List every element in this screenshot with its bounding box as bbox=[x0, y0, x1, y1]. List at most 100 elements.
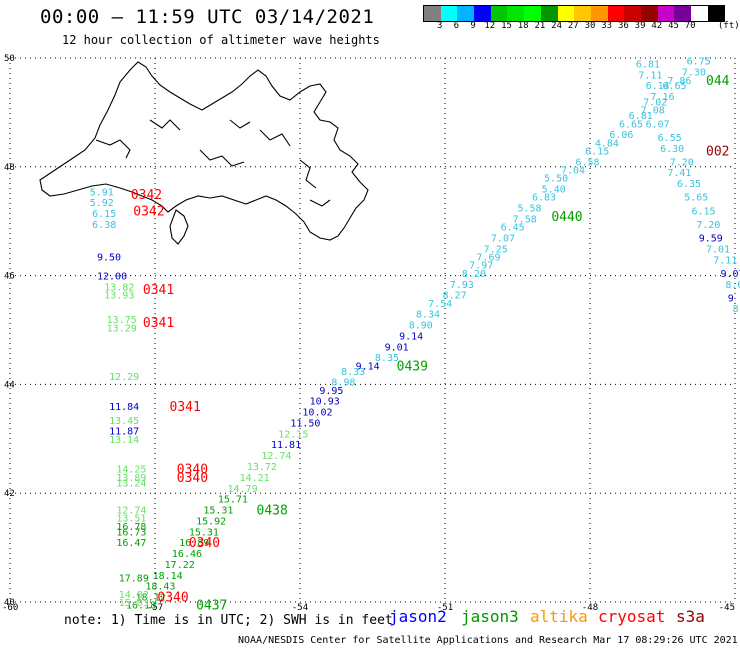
color-legend-labels: 3 6 9 12 15 18 21 24 27 30 33 36 39 42 45 70 bbox=[423, 21, 740, 33]
pass-time-label: 0340 bbox=[177, 463, 208, 478]
lon-tick-label: -45 bbox=[719, 603, 735, 613]
wave-height-value: 7.08 bbox=[641, 106, 665, 117]
wave-height-value: 8.27 bbox=[443, 291, 467, 302]
wave-height-value: 5.65 bbox=[684, 193, 708, 204]
lon-tick-label: -54 bbox=[292, 603, 308, 613]
wave-height-value: 9.14 bbox=[356, 361, 380, 372]
wave-height-value: 7.25 bbox=[484, 244, 508, 255]
legend-label: 45 bbox=[668, 21, 679, 31]
lat-tick-label: 50 bbox=[4, 54, 15, 64]
wave-height-value: 11.84 bbox=[109, 402, 139, 413]
pass-time-label: 0439 bbox=[397, 359, 428, 374]
wave-height-value: 4.84 bbox=[595, 138, 619, 149]
wave-height-value: 10.02 bbox=[302, 408, 332, 419]
wave-height-value: 7.58 bbox=[513, 214, 537, 225]
wave-height-value: 13.89 bbox=[116, 473, 146, 484]
legend-label: 3 bbox=[436, 21, 443, 31]
lat-tick-label: 40 bbox=[4, 598, 15, 608]
pass-time-label: 0437 bbox=[196, 599, 227, 614]
wave-height-value: 14.79 bbox=[228, 484, 258, 495]
wave-height-value: 13.24 bbox=[116, 478, 146, 489]
legend-label: 12 bbox=[484, 21, 496, 31]
lat-tick-label: 42 bbox=[4, 489, 15, 499]
wave-height-value: 11.50 bbox=[290, 418, 320, 429]
wave-height-value: 15.31 bbox=[203, 506, 233, 517]
legend-swatch bbox=[474, 6, 491, 21]
wave-height-value: 7.93 bbox=[450, 280, 474, 291]
wave-height-value: 6.07 bbox=[646, 119, 670, 130]
pass-time-label: 0340 bbox=[189, 536, 220, 551]
legend-swatch bbox=[707, 6, 725, 21]
lat-tick-label: 46 bbox=[4, 272, 15, 282]
wave-height-value: 5.40 bbox=[542, 185, 566, 196]
wave-height-value: 9.07 bbox=[721, 269, 740, 280]
map-subtitle: 12 hour collection of altimeter wave hei… bbox=[62, 33, 380, 47]
legend-altika: altika bbox=[530, 607, 588, 626]
wave-height-value: 5.91 bbox=[90, 187, 114, 198]
legend-swatch bbox=[691, 6, 708, 21]
wave-height-observations: 6.81 6.757.11 7.307.866.146.657.167.027.08… bbox=[90, 57, 740, 612]
pass-time-label: 0438 bbox=[257, 504, 288, 519]
legend-swatch bbox=[457, 6, 475, 21]
wave-height-value: 6.30 bbox=[660, 144, 684, 155]
wave-height-value: 7.54 bbox=[428, 299, 452, 310]
wave-height-value: 8.20 bbox=[462, 269, 486, 280]
legend-swatch bbox=[657, 6, 675, 21]
legend-jason2: jason2 bbox=[389, 607, 447, 626]
wave-height-value: 6.15 bbox=[692, 206, 716, 217]
legend-swatch bbox=[524, 6, 541, 21]
legend-s3a: s3a bbox=[676, 607, 705, 626]
pass-time-label: 0440 bbox=[551, 210, 582, 225]
pass-time-label: 0341 bbox=[143, 316, 174, 331]
legend-unit: (ft) bbox=[718, 21, 740, 31]
wave-height-value: 18.12 bbox=[136, 593, 166, 604]
legend-label: 15 bbox=[501, 21, 512, 31]
legend-label: 21 bbox=[534, 21, 546, 31]
wave-height-value: 7.69 bbox=[476, 253, 500, 264]
wave-height-value: 14.21 bbox=[240, 473, 270, 484]
wave-height-value: 6.81 bbox=[629, 111, 653, 122]
wave-height-value: 6.38 bbox=[92, 220, 116, 231]
legend-swatch bbox=[424, 6, 441, 21]
pass-time-label: 0341 bbox=[143, 283, 174, 298]
wave-height-value: 12.74 bbox=[116, 506, 146, 517]
wave-height-value: 13.82 bbox=[104, 282, 134, 293]
wave-height-value: 5.58 bbox=[518, 204, 542, 215]
legend-label: 70 bbox=[684, 21, 696, 31]
wave-height-value: 12.00 bbox=[97, 272, 127, 283]
legend-swatch bbox=[607, 6, 625, 21]
legend-swatch bbox=[624, 6, 641, 21]
wave-height-value: 9.14 bbox=[399, 331, 423, 342]
footer-credit: NOAA/NESDIS Center for Satellite Applica… bbox=[238, 635, 738, 646]
legend-label: 9 bbox=[470, 21, 476, 31]
legend-swatch bbox=[490, 6, 508, 21]
legend-label: 27 bbox=[567, 21, 579, 31]
wave-height-value: 16.78 bbox=[116, 522, 146, 533]
wave-height-value: 13.72 bbox=[247, 462, 277, 473]
lon-tick-label: -57 bbox=[147, 603, 163, 613]
wave-height-value: 15.92 bbox=[196, 516, 226, 527]
wave-height-value: 15.71 bbox=[218, 495, 248, 506]
legend-swatch bbox=[540, 6, 558, 21]
wave-height-value: 7.07 bbox=[491, 234, 515, 245]
wave-height-value: 6.15 bbox=[585, 146, 609, 157]
wave-height-value: 6.65 bbox=[619, 119, 643, 130]
legend-swatch bbox=[440, 6, 458, 21]
legend-label: 6 bbox=[453, 21, 460, 31]
wave-height-value: 9.95 bbox=[319, 386, 343, 397]
wave-height-value: 6.75 bbox=[687, 57, 711, 68]
pass-time-label: 0341 bbox=[170, 400, 201, 415]
legend-swatch bbox=[590, 6, 608, 21]
pass-time-label: 002 bbox=[706, 144, 729, 159]
wave-height-value: 5.92 bbox=[90, 198, 114, 209]
wave-height-value: 9.50 bbox=[97, 253, 121, 264]
pass-time-label: 0340 bbox=[177, 471, 208, 486]
legend-label: 42 bbox=[651, 21, 663, 31]
wave-height-value: 9.01 bbox=[385, 342, 409, 353]
wave-height-value: 18.14 bbox=[153, 571, 183, 582]
wave-height-value: 7.30 bbox=[682, 68, 706, 79]
footer-note: note: 1) Time is in UTC; 2) SWH is in fe… bbox=[64, 613, 393, 628]
wave-height-value: 16.73 bbox=[116, 527, 146, 538]
pass-time-label: 0342 bbox=[133, 204, 164, 219]
